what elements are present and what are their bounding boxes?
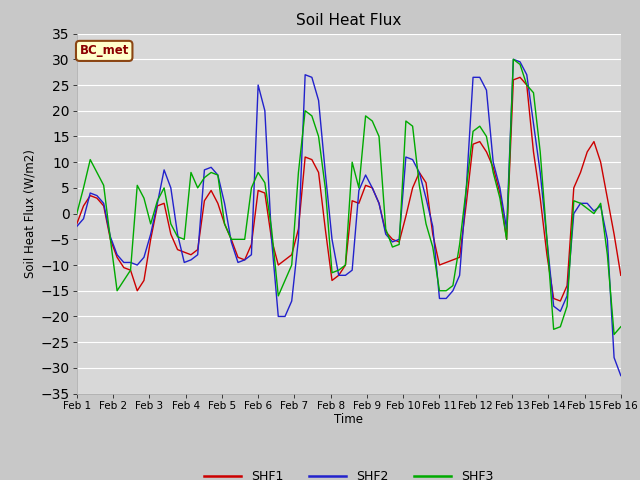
Legend: SHF1, SHF2, SHF3: SHF1, SHF2, SHF3 <box>199 465 499 480</box>
Y-axis label: Soil Heat Flux (W/m2): Soil Heat Flux (W/m2) <box>24 149 36 278</box>
X-axis label: Time: Time <box>334 413 364 426</box>
Title: Soil Heat Flux: Soil Heat Flux <box>296 13 401 28</box>
Text: BC_met: BC_met <box>79 44 129 58</box>
